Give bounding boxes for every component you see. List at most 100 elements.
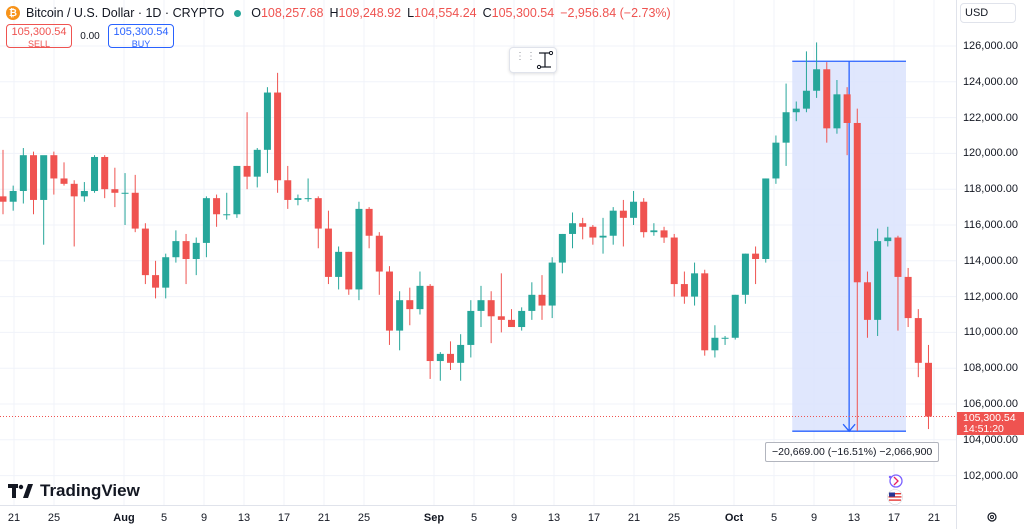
- candle-body: [345, 251, 353, 290]
- price-change: −2,956.84 (−2.73%): [560, 6, 671, 20]
- candle-body: [385, 271, 393, 331]
- gear-icon[interactable]: [986, 511, 998, 523]
- bitcoin-icon: ₿: [6, 6, 20, 20]
- buy-button[interactable]: 105,300.54 BUY: [108, 24, 174, 49]
- candle-body: [741, 253, 749, 295]
- buy-price: 105,300.54: [113, 26, 169, 38]
- candle-body: [314, 198, 322, 229]
- bar-countdown: 14:51:20: [963, 423, 1004, 435]
- candle-body: [508, 319, 515, 328]
- candle-body: [721, 337, 729, 339]
- tradingview-logo[interactable]: TradingView: [8, 481, 140, 501]
- candle-body: [192, 242, 200, 260]
- candle-body: [0, 196, 7, 202]
- time-axis-label: 25: [667, 512, 681, 524]
- time-axis-label: 9: [810, 512, 818, 524]
- candle-body: [406, 300, 414, 310]
- measure-arrow-head: [842, 423, 856, 433]
- candle-body: [619, 210, 627, 218]
- candle-body: [894, 237, 902, 277]
- time-axis-label: 21: [627, 512, 641, 524]
- time-axis-label: 13: [547, 512, 561, 524]
- price-axis-label: 124,000.00: [962, 75, 1018, 88]
- candlestick-chart[interactable]: [0, 0, 956, 505]
- time-axis-label: 9: [510, 512, 518, 524]
- candle-body: [223, 214, 231, 216]
- candle-body: [884, 237, 892, 242]
- candle-body: [853, 122, 861, 283]
- time-axis-label: 21: [317, 512, 331, 524]
- ohlc-high-value: 109,248.92: [338, 6, 402, 20]
- candle-body: [91, 156, 99, 191]
- drawing-tool-widget[interactable]: ⋮⋮: [509, 47, 557, 73]
- candle-body: [680, 284, 688, 297]
- time-axis[interactable]: 21 25 Aug 5 9 13 17 21 25 Sep 5 9 13 17 21 25 Oct 5 9 13 17 2…: [0, 505, 956, 529]
- sell-button[interactable]: 105,300.54 SELL: [6, 24, 72, 49]
- candle-body: [650, 230, 658, 233]
- candle-body: [640, 201, 648, 233]
- ideas-icon[interactable]: [887, 474, 905, 488]
- candle-body: [701, 273, 709, 351]
- candle-body: [70, 183, 78, 197]
- candle-body: [213, 198, 221, 215]
- candle-body: [609, 210, 617, 236]
- measure-icon[interactable]: [536, 51, 554, 69]
- candle-body: [284, 180, 292, 200]
- time-axis-label: 25: [47, 512, 61, 524]
- market-status-dot: [234, 9, 242, 17]
- candle-body: [243, 165, 251, 177]
- candle-body: [60, 178, 68, 184]
- candle-body: [752, 253, 760, 260]
- drag-handle-icon[interactable]: ⋮⋮: [515, 51, 537, 62]
- candle-body: [426, 285, 434, 362]
- candle-body: [335, 251, 343, 277]
- ohlc-close-label: C: [482, 6, 492, 20]
- candle-body: [924, 362, 932, 417]
- time-axis-label: 9: [200, 512, 208, 524]
- candle-body: [731, 294, 739, 338]
- candle-body: [599, 235, 607, 238]
- price-axis[interactable]: 126,000.00 124,000.00 122,000.00 120,000.00…: [956, 0, 1024, 529]
- price-axis-label: 102,000.00: [962, 469, 1018, 482]
- candle-body: [660, 230, 668, 238]
- candle-body: [457, 344, 465, 363]
- candle-body: [691, 273, 699, 297]
- symbol-title[interactable]: Bitcoin / U.S. Dollar · 1D · CRYPTO: [26, 6, 225, 20]
- candle-body: [416, 285, 424, 310]
- us-flag-icon[interactable]: [887, 489, 903, 505]
- candle-body: [162, 257, 170, 288]
- candle-body: [436, 353, 444, 362]
- candle-body: [762, 178, 770, 260]
- price-axis-label: 126,000.00: [962, 40, 1018, 52]
- candle-body: [630, 201, 638, 218]
- candle-body: [324, 228, 332, 277]
- price-axis-label: 114,000.00: [963, 254, 1018, 267]
- candle-body: [670, 237, 678, 285]
- price-axis-label: 122,000.00: [962, 111, 1018, 124]
- candle-body: [569, 223, 577, 234]
- sell-price: 105,300.54: [11, 26, 67, 38]
- time-axis-label: 5: [160, 512, 168, 524]
- spread-value: 0.00: [80, 30, 100, 42]
- candle-body: [833, 94, 841, 129]
- candle-body: [152, 275, 160, 288]
- ohlc-open-label: O: [251, 6, 261, 20]
- chart-area[interactable]: [0, 0, 956, 505]
- candle-body: [558, 233, 566, 263]
- price-axis-label: 120,000.00: [962, 147, 1018, 160]
- time-axis-label: 5: [470, 512, 478, 524]
- candle-body: [396, 300, 404, 331]
- last-price-value: 105,300.54: [963, 412, 1016, 424]
- candle-body: [131, 192, 139, 229]
- candle-body: [477, 300, 485, 311]
- sell-label: SELL: [27, 39, 51, 49]
- measure-result-label: −20,669.00 (−16.51%) −2,066,900: [765, 442, 940, 462]
- candle-body: [274, 92, 282, 181]
- ohlc-close-value: 105,300.54: [491, 6, 555, 20]
- tradingview-logo-icon: [8, 484, 33, 498]
- candle-body: [304, 198, 312, 200]
- candle-body: [355, 208, 363, 290]
- candle-body: [101, 156, 109, 190]
- currency-selector[interactable]: USD: [960, 3, 1016, 23]
- last-price-tag: 105,300.54 14:51:20: [957, 412, 1024, 435]
